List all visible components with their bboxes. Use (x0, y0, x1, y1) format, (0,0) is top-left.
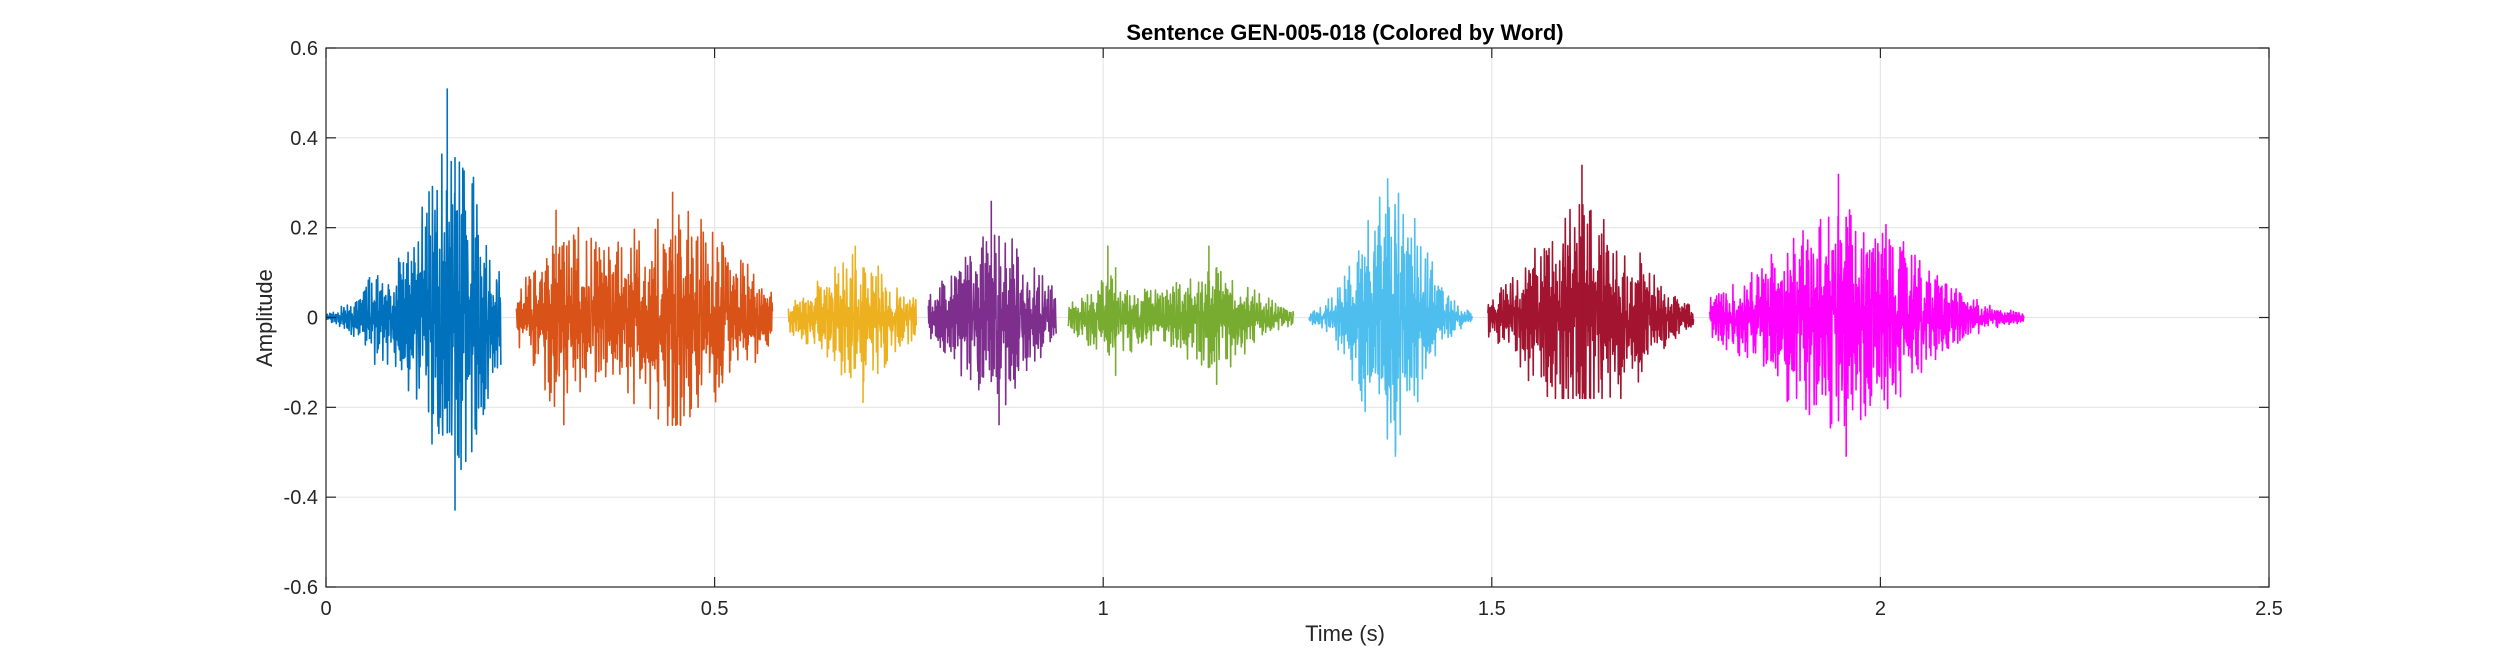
x-tick-label: 2.5 (2255, 598, 2283, 620)
x-tick-label: 0 (320, 598, 331, 620)
y-tick-label: 0.6 (290, 38, 318, 60)
waveform-word-8 (1708, 209, 2025, 429)
waveform-word-5 (1067, 267, 1295, 369)
axes: 0 0.5 1 1.5 2 2.5 -0.6 -0.4 -0.2 0 0.2 0.4 0.6 (284, 38, 2283, 620)
waveform-word-2 (515, 210, 774, 427)
waveform-word-6 (1308, 192, 1473, 453)
x-axis-label: Time (s) (1305, 621, 1385, 646)
x-tick-label: 1 (1098, 598, 1109, 620)
y-axis-label: Amplitude (252, 269, 277, 367)
waveform-series (325, 88, 2025, 511)
x-tick-label: 0.5 (701, 598, 729, 620)
x-tick-label: 2 (1875, 598, 1886, 620)
y-tick-label: 0 (307, 308, 318, 330)
y-tick-label: 0.4 (290, 128, 318, 150)
x-tick-label: 1.5 (1478, 598, 1506, 620)
y-tick-label: -0.2 (284, 397, 318, 419)
waveform-word-4 (927, 234, 1057, 406)
chart-title: Sentence GEN-005-018 (Colored by Word) (1126, 20, 1563, 45)
waveform-word-7 (1487, 203, 1695, 400)
waveform-word-3 (787, 253, 918, 383)
y-tick-label: -0.6 (284, 577, 318, 599)
waveform-word-1 (325, 153, 502, 471)
y-tick-label: 0.2 (290, 218, 318, 240)
y-tick-label: -0.4 (284, 487, 318, 509)
